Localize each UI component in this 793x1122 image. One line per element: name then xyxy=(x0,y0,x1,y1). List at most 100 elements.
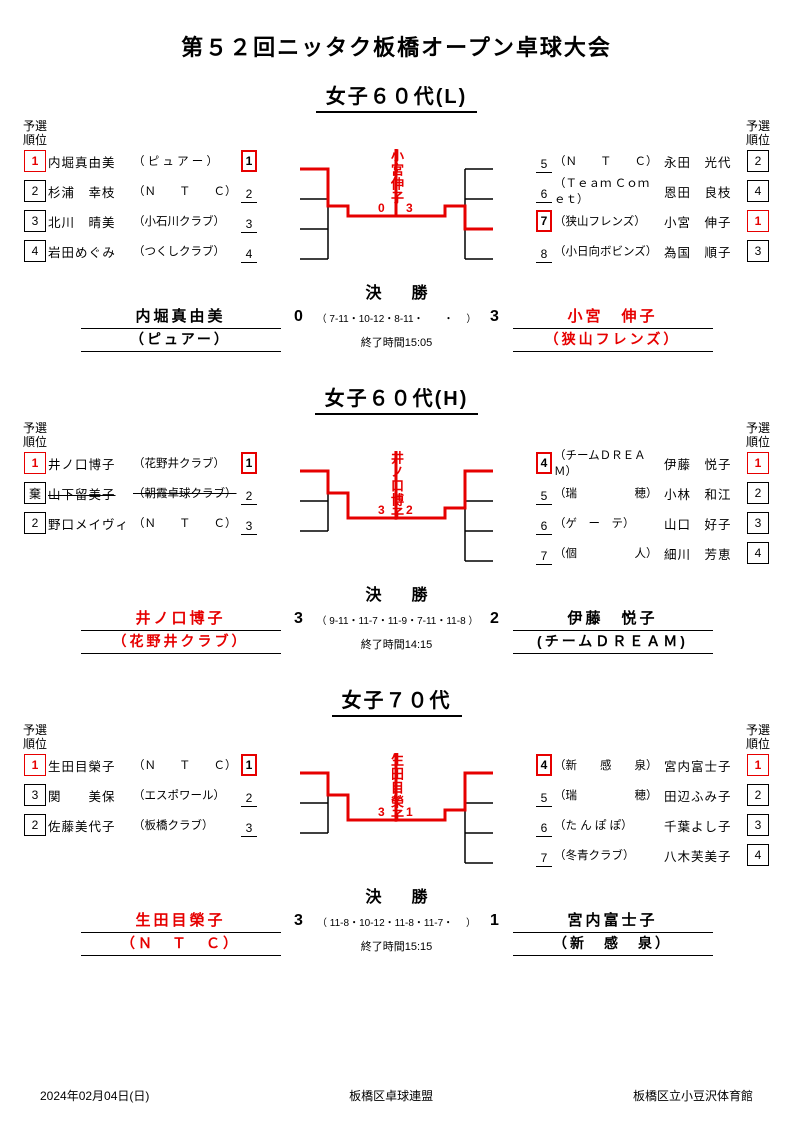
player-name: 小宮 伸子 xyxy=(662,212,747,231)
rank-label-right: 予選 順位 xyxy=(743,421,773,450)
player-team: （小日向ボビンズ） xyxy=(552,243,662,259)
seed-box: 3 xyxy=(24,210,46,232)
player-team: （Ｎ Ｔ Ｃ） xyxy=(131,515,241,531)
rank-label-left: 予選 順位 xyxy=(20,119,50,148)
player-name: 千葉よし子 xyxy=(662,816,747,835)
final-right-team: （新 感 泉） xyxy=(513,933,713,956)
final-left-team: （花野井クラブ） xyxy=(81,631,281,654)
player-name: 井ノ口博子 xyxy=(46,454,131,473)
final-left-score: 3 xyxy=(289,912,309,930)
seed-box: 2 xyxy=(747,784,769,806)
player-right: 1 伊藤 悦子 （チームＤＲＥＡＭ） 4 xyxy=(536,451,769,475)
bracket-num: 8 xyxy=(536,247,552,263)
seed-box: 2 xyxy=(747,482,769,504)
final-left-name: 井ノ口博子 xyxy=(81,607,281,631)
final-right-name: 伊藤 悦子 xyxy=(513,607,713,631)
final-right-name: 宮内富士子 xyxy=(513,909,713,933)
seed-box: 4 xyxy=(747,844,769,866)
bracket-num: 4 xyxy=(536,452,552,474)
player-team: （狭山フレンズ） xyxy=(552,213,662,229)
bracket-num: 1 xyxy=(241,754,257,776)
seed-box: 2 xyxy=(747,150,769,172)
player-left: 2 佐藤美代子 （板橋クラブ） 3 xyxy=(24,813,257,837)
final-block: 決勝 生田目榮子 3 （ 11-8・10-12・11-8・11-7・ ） 1 宮… xyxy=(20,883,773,956)
svg-text:2: 2 xyxy=(406,503,413,517)
bracket-num: 4 xyxy=(536,754,552,776)
bracket-num: 1 xyxy=(241,150,257,172)
player-team: （板橋クラブ） xyxy=(131,817,241,833)
division-title: 女子７０代 xyxy=(332,684,462,717)
player-left: 1 内堀真由美 （ ピ ュ ア ー ） 1 xyxy=(24,149,257,173)
division-title: 女子６０代(H) xyxy=(315,382,479,415)
player-left: 4 岩田めぐみ （つくしクラブ） 4 xyxy=(24,239,257,263)
final-detail: （ 7-11・10-12・8-11・ ・ ） xyxy=(317,310,477,325)
player-team: （ ピ ュ ア ー ） xyxy=(131,153,241,169)
final-label: 決勝 xyxy=(20,581,773,605)
rank-label-left: 予選 順位 xyxy=(20,723,50,752)
player-right: 1 宮内富士子 （新 感 泉） 4 xyxy=(536,753,769,777)
svg-text:1: 1 xyxy=(406,805,413,819)
player-team: （瑞 穂） xyxy=(552,787,662,803)
player-name: 為国 順子 xyxy=(662,242,747,261)
bracket-num: 6 xyxy=(536,519,552,535)
seed-box: 3 xyxy=(747,240,769,262)
player-team: （Ｎ Ｔ Ｃ） xyxy=(552,153,662,169)
bracket-num: 1 xyxy=(241,452,257,474)
player-name: 佐藤美代子 xyxy=(46,816,131,835)
bracket-num: 7 xyxy=(536,851,552,867)
player-name: 関 美保 xyxy=(46,786,131,805)
footer-date: 2024年02月04日(日) xyxy=(40,1087,149,1104)
player-team: （瑞 穂） xyxy=(552,485,662,501)
player-left: 1 生田目榮子 （Ｎ Ｔ Ｃ） 1 xyxy=(24,753,257,777)
final-label: 決勝 xyxy=(20,279,773,303)
bracket-num: 6 xyxy=(536,821,552,837)
player-right: 1 小宮 伸子 （狭山フレンズ） 7 xyxy=(536,209,769,233)
winner-vertical: 生田目榮子 xyxy=(387,753,406,823)
svg-text:3: 3 xyxy=(378,805,385,819)
bracket-num: 7 xyxy=(536,210,552,232)
player-team: （チームＤＲＥＡＭ） xyxy=(552,447,662,479)
seed-box: 4 xyxy=(747,180,769,202)
seed-box: 2 xyxy=(24,180,46,202)
seed-box: 3 xyxy=(24,784,46,806)
player-name: 北川 晴美 xyxy=(46,212,131,231)
seed-box: 1 xyxy=(747,452,769,474)
seed-box: 2 xyxy=(24,512,46,534)
svg-text:3: 3 xyxy=(406,201,413,215)
final-time: 終了時間15:15 xyxy=(317,938,477,954)
player-name: 岩田めぐみ xyxy=(46,242,131,261)
bracket-num: 7 xyxy=(536,549,552,565)
player-name: 宮内富士子 xyxy=(662,756,747,775)
final-time: 終了時間14:15 xyxy=(317,636,477,652)
player-name: 恩田 良枝 xyxy=(662,182,747,201)
player-name: 伊藤 悦子 xyxy=(662,454,747,473)
player-right: 4 恩田 良枝 （Ｔｅａｍ Ｃｏｍｅｔ） 6 xyxy=(536,179,769,203)
final-left-name: 内堀真由美 xyxy=(81,305,281,329)
bracket-num: 5 xyxy=(536,489,552,505)
player-right: 2 永田 光代 （Ｎ Ｔ Ｃ） 5 xyxy=(536,149,769,173)
player-team: （Ｎ Ｔ Ｃ） xyxy=(131,183,241,199)
final-left-team: （ピュアー） xyxy=(81,329,281,352)
seed-box: 4 xyxy=(24,240,46,262)
player-name: 八木芙美子 xyxy=(662,846,747,865)
page-title: 第５２回ニッタク板橋オープン卓球大会 xyxy=(20,30,773,62)
seed-box: 1 xyxy=(747,754,769,776)
seed-box: 1 xyxy=(747,210,769,232)
svg-text:3: 3 xyxy=(378,503,385,517)
player-team: （朝霞卓球クラブ） xyxy=(131,485,241,501)
seed-box: 棄 xyxy=(24,482,46,504)
player-right: 4 細川 芳恵 （個 人） 7 xyxy=(536,541,769,565)
player-team: （エスポワール） xyxy=(131,787,241,803)
svg-text:0: 0 xyxy=(378,201,385,215)
player-left: 2 野口メイヴィ （Ｎ Ｔ Ｃ） 3 xyxy=(24,511,257,535)
seed-box: 1 xyxy=(24,452,46,474)
player-team: （新 感 泉） xyxy=(552,757,662,773)
player-right: 2 小林 和江 （瑞 穂） 5 xyxy=(536,481,769,505)
final-right-score: 1 xyxy=(485,912,505,930)
player-team: （小石川クラブ） xyxy=(131,213,241,229)
player-right: 3 為国 順子 （小日向ボビンズ） 8 xyxy=(536,239,769,263)
seed-box: 1 xyxy=(24,754,46,776)
player-left: 1 井ノ口博子 （花野井クラブ） 1 xyxy=(24,451,257,475)
bracket-num: 2 xyxy=(241,489,257,505)
player-team: （Ｎ Ｔ Ｃ） xyxy=(131,757,241,773)
